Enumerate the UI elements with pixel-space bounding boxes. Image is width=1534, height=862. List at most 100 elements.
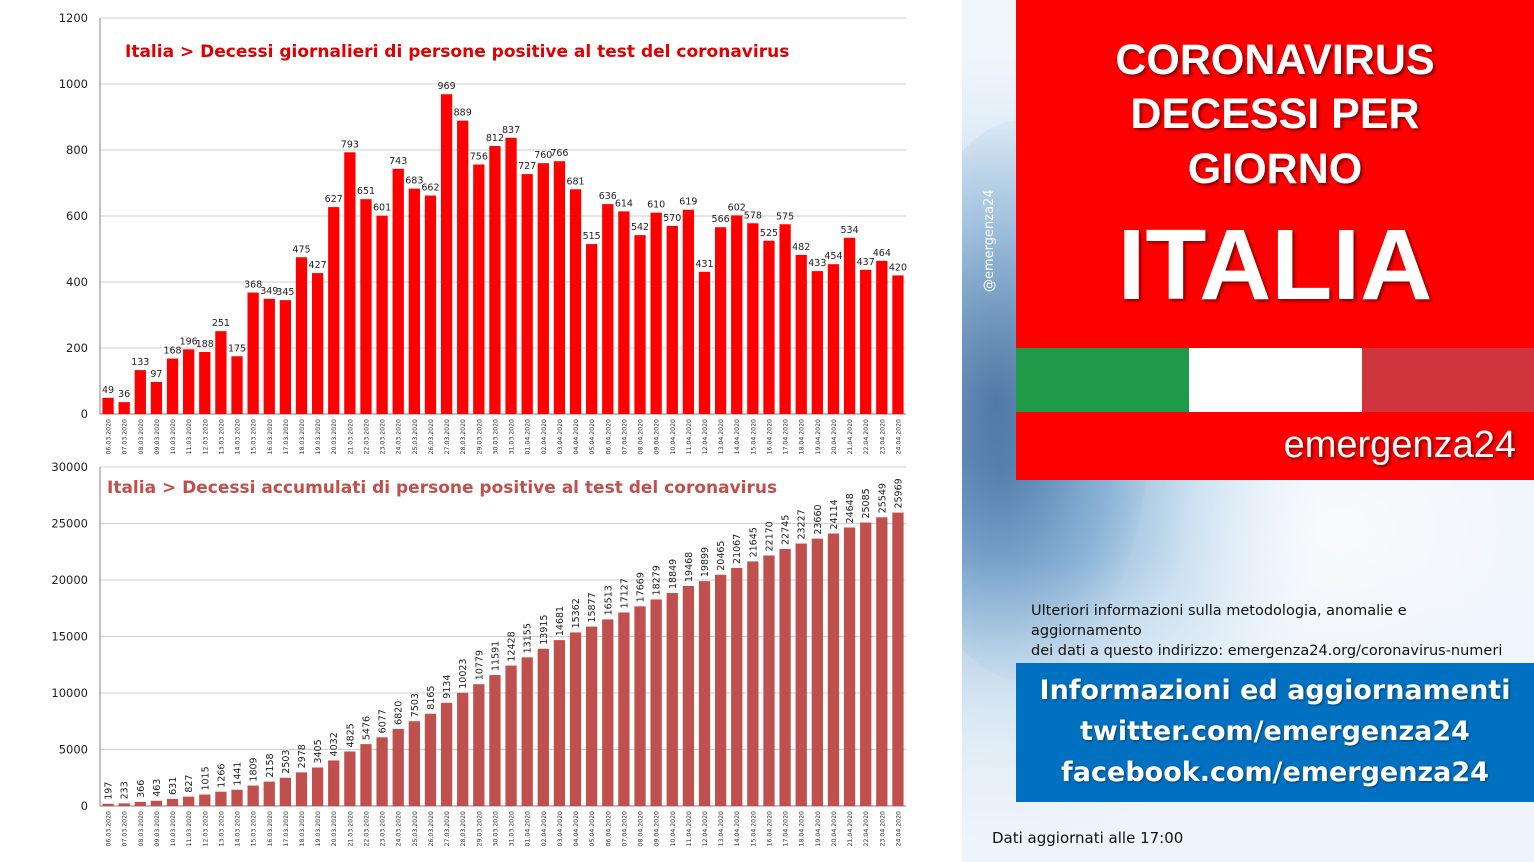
y-tick-label: 1000 <box>59 77 88 91</box>
bar <box>360 199 372 414</box>
x-tick-label: 29.03.2020 <box>476 419 483 454</box>
bar <box>118 402 130 414</box>
x-tick-label: 29.03.2020 <box>476 811 483 846</box>
bar <box>134 801 146 806</box>
twitter-link[interactable]: twitter.com/emergenza24 <box>1080 716 1470 747</box>
y-tick-label: 25000 <box>51 517 88 531</box>
bar <box>231 356 243 414</box>
bar <box>876 260 888 414</box>
data-label: 97 <box>150 369 162 380</box>
x-tick-label: 15.03.2020 <box>251 811 258 846</box>
data-label: 969 <box>438 81 456 92</box>
bar <box>892 275 904 414</box>
data-label: 437 <box>857 257 875 268</box>
title-banner: CORONAVIRUS DECESSI PER GIORNO ITALIA <box>1016 0 1534 348</box>
cumulative-chart-labels: 197 06.03.2020 233 07.03.2020 366 08.03.2020 4… <box>104 478 905 846</box>
bar <box>618 211 630 414</box>
brand-logo-text: emergenza24 <box>1283 424 1516 466</box>
data-label: 627 <box>325 194 343 205</box>
bar <box>763 240 775 414</box>
x-tick-label: 15.04.2020 <box>750 811 757 846</box>
data-label: 233 <box>120 781 131 799</box>
country-title: ITALIA <box>1117 209 1433 321</box>
bar <box>118 803 130 806</box>
bar <box>682 209 695 414</box>
data-label: 24114 <box>829 499 840 529</box>
y-tick-label: 15000 <box>51 630 88 644</box>
data-label: 2503 <box>281 750 292 774</box>
y-tick-label: 5000 <box>59 743 88 757</box>
y-tick-label: 20000 <box>51 573 88 587</box>
data-label: 21067 <box>732 534 743 564</box>
data-label: 17127 <box>619 578 630 608</box>
daily-chart-title: Italia > Decessi giornalieri di persone … <box>125 42 789 62</box>
data-label: 464 <box>873 248 891 259</box>
x-tick-label: 27.03.2020 <box>444 419 451 454</box>
data-label: 578 <box>744 210 762 221</box>
bar <box>328 207 340 414</box>
bar <box>827 533 840 806</box>
data-label: 17669 <box>636 572 647 602</box>
data-label: 25085 <box>861 488 872 518</box>
bar <box>876 517 888 806</box>
bar <box>602 619 614 806</box>
data-label: 2158 <box>265 753 276 777</box>
bar <box>215 791 227 806</box>
last-updated-text: Dati aggiornati alle 17:00 <box>992 829 1184 847</box>
x-tick-label: 09.04.2020 <box>654 419 661 454</box>
x-tick-label: 10.04.2020 <box>670 811 677 846</box>
x-tick-label: 30.03.2020 <box>492 419 499 454</box>
data-label: 812 <box>486 133 504 144</box>
x-tick-label: 03.04.2020 <box>557 419 564 454</box>
bar <box>279 777 292 806</box>
data-label: 525 <box>760 228 778 239</box>
bar <box>521 174 533 414</box>
x-tick-label: 07.04.2020 <box>621 811 628 846</box>
data-label: 20465 <box>716 541 727 571</box>
bar <box>311 767 324 806</box>
data-label: 515 <box>583 231 601 242</box>
flag-stripe-red <box>1362 348 1534 412</box>
data-label: 196 <box>180 336 198 347</box>
x-tick-label: 16.04.2020 <box>766 811 773 846</box>
data-label: 433 <box>808 258 826 269</box>
follow-box: Informazioni ed aggiornamenti twitter.co… <box>1016 663 1534 802</box>
data-label: 19899 <box>700 547 711 577</box>
x-tick-label: 14.04.2020 <box>734 811 741 846</box>
x-tick-label: 23.03.2020 <box>380 419 387 454</box>
bar <box>457 692 469 806</box>
bar <box>843 527 856 806</box>
data-label: 420 <box>889 262 907 273</box>
data-label: 575 <box>776 211 794 222</box>
x-tick-label: 15.03.2020 <box>251 419 258 454</box>
x-tick-label: 31.03.2020 <box>509 811 516 846</box>
bar <box>150 381 163 414</box>
data-label: 6077 <box>378 709 389 733</box>
data-label: 662 <box>421 183 439 194</box>
data-label: 133 <box>131 357 149 368</box>
brand-strip: emergenza24 <box>1016 412 1534 480</box>
x-tick-label: 04.04.2020 <box>573 811 580 846</box>
data-label: 13915 <box>539 615 550 645</box>
data-label: 602 <box>728 202 746 213</box>
x-tick-label: 22.03.2020 <box>363 419 370 454</box>
bar <box>795 543 807 806</box>
bar <box>473 164 485 414</box>
bar <box>424 195 437 414</box>
data-label: 827 <box>184 775 195 793</box>
cumulative-chart-title: Italia > Decessi accumulati di persone p… <box>107 478 777 498</box>
x-tick-label: 09.04.2020 <box>654 811 661 846</box>
facebook-link[interactable]: facebook.com/emergenza24 <box>1061 757 1489 788</box>
data-label: 619 <box>679 197 697 208</box>
x-tick-label: 13.04.2020 <box>718 811 725 846</box>
data-label: 1441 <box>233 762 244 786</box>
x-tick-label: 18.03.2020 <box>299 419 306 454</box>
x-tick-label: 31.03.2020 <box>509 419 516 454</box>
x-tick-label: 01.04.2020 <box>525 811 532 846</box>
bar <box>473 684 485 806</box>
bar <box>521 657 533 806</box>
bar <box>311 273 324 414</box>
x-tick-label: 16.03.2020 <box>267 811 274 846</box>
x-tick-label: 11.03.2020 <box>186 419 193 454</box>
x-tick-label: 12.04.2020 <box>702 811 709 846</box>
